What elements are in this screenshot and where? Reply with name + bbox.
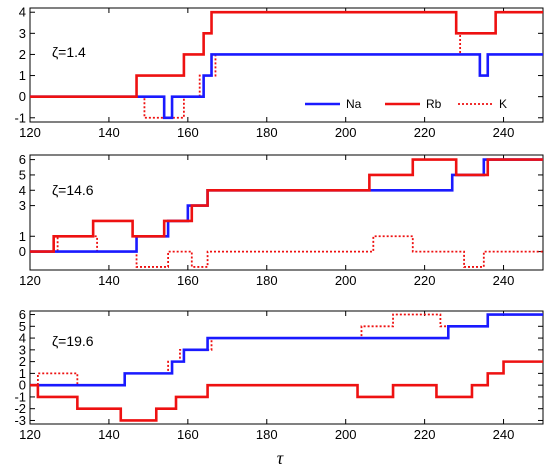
y-tick-label: 3 (19, 342, 26, 357)
x-tick-label: 240 (493, 273, 515, 288)
y-tick-label: 3 (19, 198, 26, 213)
x-tick-label: 120 (19, 125, 41, 140)
y-tick-label: -1 (14, 389, 26, 404)
series-line-rb (30, 360, 543, 422)
y-tick-label: 1 (19, 366, 26, 381)
legend-label-k: K (499, 97, 507, 111)
x-tick-label: 220 (414, 427, 436, 442)
series-line-na (30, 158, 543, 253)
y-tick-label: 4 (19, 331, 26, 346)
y-tick-label: 6 (19, 152, 26, 167)
series-group (30, 158, 543, 268)
series-group (30, 313, 543, 422)
y-tick-label: -1 (14, 110, 26, 125)
y-tick-label: 3 (19, 26, 26, 41)
series-group (30, 10, 543, 120)
legend-label-na: Na (346, 97, 362, 111)
panel-1: 120 140 160 180 200 220 240 -1 0 1 2 3 4 ζ=1.4 Na Rb K (14, 5, 544, 140)
x-tick-label: 140 (98, 125, 120, 140)
x-tick-label: 160 (177, 125, 199, 140)
series-line-rb (30, 158, 543, 253)
panel-label: ζ=14.6 (52, 182, 94, 198)
y-tick-label: 4 (19, 183, 26, 198)
y-tick-label: 2 (19, 354, 26, 369)
plot-frame (29, 310, 544, 425)
x-tick-label: 240 (493, 125, 515, 140)
series-line-k (30, 11, 543, 119)
panel-label: ζ=19.6 (52, 333, 94, 349)
x-tick-label: 180 (256, 427, 278, 442)
legend-label-rb: Rb (426, 97, 442, 111)
y-tick-label: 0 (19, 244, 26, 259)
y-tick-label: 0 (19, 378, 26, 393)
y-tick-label: 5 (19, 167, 26, 182)
series-line-k (30, 235, 543, 268)
plot-frame (29, 7, 544, 123)
x-tick-label: 120 (19, 273, 41, 288)
x-tick-label: 220 (414, 125, 436, 140)
x-tick-label: 200 (335, 273, 357, 288)
x-tick-label: 240 (493, 427, 515, 442)
x-tick-label: 180 (256, 273, 278, 288)
y-tick-label: 0 (19, 89, 26, 104)
plot-frame (29, 154, 544, 271)
x-tick-label: 160 (177, 427, 199, 442)
series-line-na (30, 313, 543, 387)
x-tick-label: 120 (19, 427, 41, 442)
x-tick-label: 140 (98, 273, 120, 288)
y-tick-label: 4 (19, 5, 26, 20)
x-tick-label: 220 (414, 273, 436, 288)
x-tick-label: 160 (177, 273, 199, 288)
y-tick-label: 5 (19, 319, 26, 334)
series-line-na (30, 53, 543, 120)
y-tick-label: 2 (19, 47, 26, 62)
x-tick-label: 200 (335, 427, 357, 442)
y-tick-label: 1 (19, 68, 26, 83)
panel-label: ζ=1.4 (52, 44, 86, 60)
y-tick-label: -3 (14, 413, 26, 428)
x-tick-label: 200 (335, 125, 357, 140)
y-tick-label: 6 (19, 307, 26, 322)
series-line-rb (30, 10, 543, 98)
x-axis-label: τ (277, 448, 284, 468)
y-tick-label: -2 (14, 401, 26, 416)
y-tick-label: 1 (19, 229, 26, 244)
x-tick-label: 140 (98, 427, 120, 442)
x-tick-label: 180 (256, 125, 278, 140)
